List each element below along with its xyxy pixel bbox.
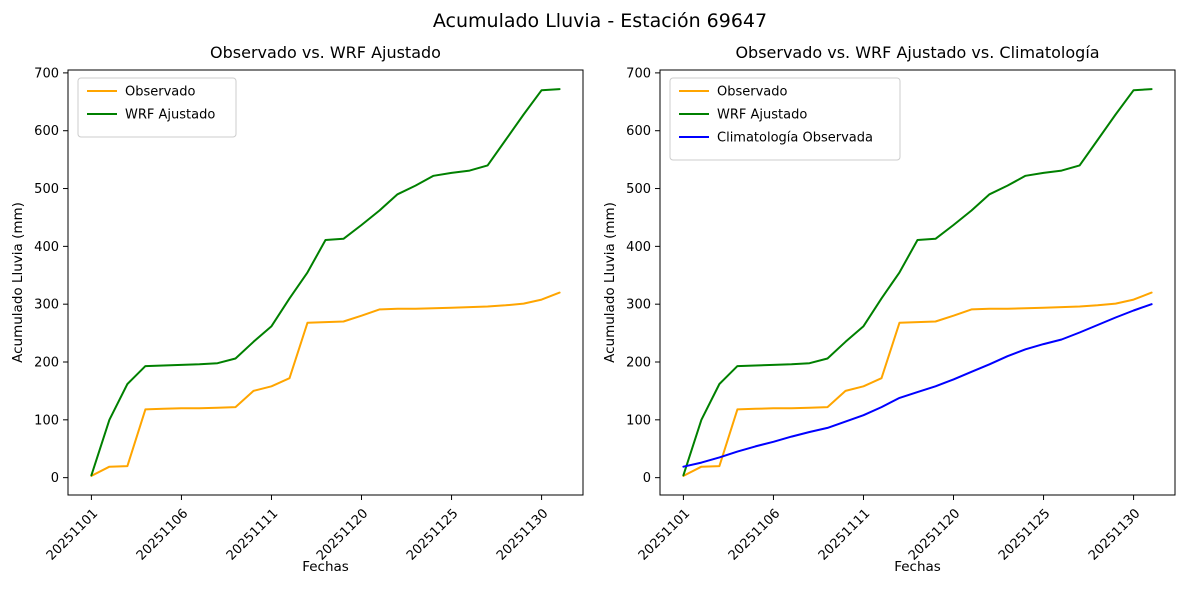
x-tick-label: 20251125: [404, 506, 461, 563]
y-tick-label: 500: [34, 182, 59, 197]
legend-label-observado: Observado: [717, 85, 788, 100]
y-tick-label: 300: [34, 298, 59, 313]
y-tick-label: 700: [34, 66, 59, 81]
y-tick-label: 200: [626, 356, 651, 371]
y-tick-label: 200: [34, 356, 59, 371]
y-tick-label: 400: [626, 240, 651, 255]
series-line-climatología-observada: [682, 303, 1153, 468]
x-axis-label: Fechas: [302, 559, 349, 575]
series-line-wrf-ajustado: [682, 88, 1153, 477]
x-axis-label: Fechas: [894, 559, 941, 575]
y-tick-label: 100: [34, 413, 59, 428]
left-chart-observado-vs-wrf: Observado vs. WRF Ajustado Fechas Acumulad…: [10, 43, 584, 575]
x-tick-label: 20251101: [636, 506, 693, 563]
figure-title: Acumulado Lluvia - Estación 69647: [432, 10, 768, 32]
series-line-observado: [90, 291, 561, 477]
legend: Observado WRF Ajustado: [77, 77, 237, 138]
subplot-title: Observado vs. WRF Ajustado vs. Climatolo…: [735, 43, 1099, 62]
legend-label-observado: Observado: [125, 85, 196, 100]
y-tick-label: 400: [34, 240, 59, 255]
legend-label-wrf-ajustado: WRF Ajustado: [717, 108, 807, 123]
legend-frame: [77, 77, 237, 138]
y-tick-label: 0: [643, 471, 651, 486]
y-tick-label: 600: [626, 124, 651, 139]
x-tick-label: 20251130: [494, 506, 551, 563]
x-tick-label: 20251101: [44, 506, 101, 563]
subplot-title: Observado vs. WRF Ajustado: [210, 43, 441, 62]
legend-label-wrf-ajustado: WRF Ajustado: [125, 108, 215, 123]
y-tick-label: 300: [626, 298, 651, 313]
y-tick-label: 100: [626, 413, 651, 428]
axes-frame: [67, 69, 584, 496]
x-tick-label: 20251111: [816, 506, 873, 563]
x-tick-label: 20251120: [906, 506, 963, 563]
legend-label-climatología-observada: Climatología Observada: [717, 131, 873, 146]
x-tick-label: 20251111: [224, 506, 281, 563]
series-line-observado: [682, 291, 1153, 477]
axes-frame: [659, 69, 1176, 496]
y-axis-label: Acumulado Lluvia (mm): [602, 202, 618, 363]
x-tick-label: 20251125: [996, 506, 1053, 563]
y-tick-label: 0: [51, 471, 59, 486]
series-line-wrf-ajustado: [90, 88, 561, 477]
x-tick-label: 20251106: [726, 506, 783, 563]
y-tick-label: 700: [626, 66, 651, 81]
legend-frame: [669, 77, 901, 161]
x-tick-label: 20251130: [1086, 506, 1143, 563]
y-tick-label: 600: [34, 124, 59, 139]
y-axis-label: Acumulado Lluvia (mm): [10, 202, 26, 363]
x-tick-label: 20251106: [134, 506, 191, 563]
legend: Observado WRF Ajustado Climatología Observ…: [669, 77, 901, 161]
y-tick-label: 500: [626, 182, 651, 197]
x-tick-label: 20251120: [314, 506, 371, 563]
right-chart-observado-vs-wrf-vs-climatologia: Observado vs. WRF Ajustado vs. Climatolo…: [602, 43, 1176, 575]
